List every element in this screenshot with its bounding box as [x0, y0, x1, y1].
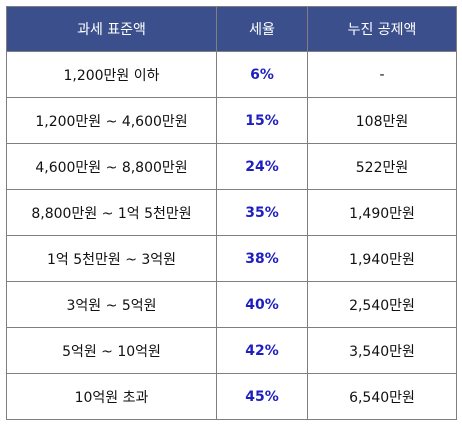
tax-bracket-cell: 10억원 초과 [6, 373, 217, 420]
tax-bracket-cell: 1,200만원 이하 [6, 51, 217, 98]
tax-rate-table: 과세 표준액 세율 누진 공제액 1,200만원 이하 6% - 1,200만원… [6, 6, 457, 420]
header-tax-rate: 세율 [216, 6, 308, 52]
tax-rate-cell: 15% [216, 97, 308, 144]
tax-rate-cell: 24% [216, 143, 308, 190]
tax-rate-cell: 42% [216, 327, 308, 374]
table-row: 4,600만원 ~ 8,800만원 24% 522만원 [6, 143, 457, 190]
tax-bracket-cell: 3억원 ~ 5억원 [6, 281, 217, 328]
table-row: 1억 5천만원 ~ 3억원 38% 1,940만원 [6, 235, 457, 282]
header-tax-base: 과세 표준액 [6, 6, 217, 52]
table-row: 1,200만원 ~ 4,600만원 15% 108만원 [6, 97, 457, 144]
table-row: 3억원 ~ 5억원 40% 2,540만원 [6, 281, 457, 328]
header-progressive-deduction: 누진 공제액 [307, 6, 457, 52]
tax-rate-cell: 38% [216, 235, 308, 282]
tax-rate-table-container: 과세 표준액 세율 누진 공제액 1,200만원 이하 6% - 1,200만원… [6, 6, 457, 420]
table-row: 10억원 초과 45% 6,540만원 [6, 373, 457, 420]
tax-rate-cell: 6% [216, 51, 308, 98]
tax-bracket-cell: 1억 5천만원 ~ 3억원 [6, 235, 217, 282]
deduction-cell: - [307, 51, 457, 98]
deduction-cell: 108만원 [307, 97, 457, 144]
table-header-row: 과세 표준액 세율 누진 공제액 [6, 6, 457, 52]
tax-bracket-cell: 4,600만원 ~ 8,800만원 [6, 143, 217, 190]
deduction-cell: 2,540만원 [307, 281, 457, 328]
deduction-cell: 6,540만원 [307, 373, 457, 420]
deduction-cell: 522만원 [307, 143, 457, 190]
deduction-cell: 1,490만원 [307, 189, 457, 236]
table-row: 1,200만원 이하 6% - [6, 51, 457, 98]
tax-bracket-cell: 1,200만원 ~ 4,600만원 [6, 97, 217, 144]
deduction-cell: 3,540만원 [307, 327, 457, 374]
tax-bracket-cell: 5억원 ~ 10억원 [6, 327, 217, 374]
tax-bracket-cell: 8,800만원 ~ 1억 5천만원 [6, 189, 217, 236]
tax-rate-cell: 40% [216, 281, 308, 328]
tax-rate-cell: 45% [216, 373, 308, 420]
tax-rate-cell: 35% [216, 189, 308, 236]
table-row: 8,800만원 ~ 1억 5천만원 35% 1,490만원 [6, 189, 457, 236]
table-row: 5억원 ~ 10억원 42% 3,540만원 [6, 327, 457, 374]
deduction-cell: 1,940만원 [307, 235, 457, 282]
